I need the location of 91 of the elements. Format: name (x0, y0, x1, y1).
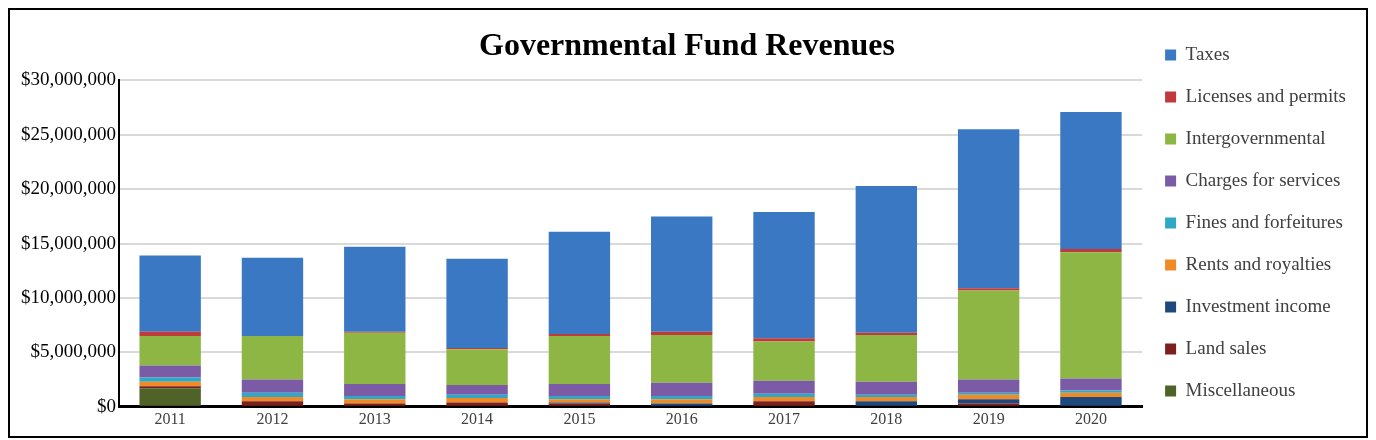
bar (446, 398, 508, 403)
legend-label: Miscellaneous (1185, 378, 1296, 400)
bar (344, 399, 406, 404)
bar (446, 402, 508, 406)
bar (139, 377, 201, 382)
x-tick-label: 2018 (870, 409, 903, 427)
x-tick-label: 2015 (563, 409, 596, 427)
x-tick-label: 2016 (665, 409, 698, 427)
legend-label: Intergovernmental (1185, 126, 1326, 148)
y-tick-label: $25,000,000 (21, 122, 116, 144)
bar (855, 332, 918, 335)
legend-label: Investment income (1185, 294, 1331, 316)
bar (1060, 111, 1122, 250)
bar (855, 401, 918, 406)
bar (241, 392, 304, 398)
x-tick-label: 2020 (1074, 409, 1107, 427)
bar (651, 216, 713, 332)
chart-title: Governmental Fund Revenues (479, 26, 895, 63)
bar (957, 129, 1020, 289)
bar (139, 365, 201, 378)
bar (241, 379, 304, 393)
bar (139, 381, 201, 387)
bar (446, 385, 508, 395)
bar (344, 395, 406, 400)
bar (241, 397, 304, 402)
bar (1060, 252, 1122, 379)
bar (855, 394, 918, 398)
x-tick-label: 2011 (154, 409, 186, 427)
legend-label: Fines and forfeitures (1185, 210, 1343, 232)
legend-label: Licenses and permits (1185, 84, 1347, 106)
y-tick-label: $30,000,000 (21, 68, 116, 90)
bar (753, 212, 815, 339)
y-tick-label: $10,000,000 (21, 285, 116, 307)
bar (957, 394, 1020, 400)
bar (753, 341, 815, 381)
bar (855, 185, 918, 333)
bar (855, 334, 918, 382)
bar (1060, 249, 1122, 253)
bar (446, 394, 508, 399)
bar (548, 395, 611, 400)
bar (651, 382, 713, 396)
bar (241, 401, 304, 406)
bar (548, 231, 611, 334)
x-tick-label: 2013 (358, 409, 391, 427)
bar (957, 399, 1020, 404)
bar (855, 397, 918, 402)
bar (344, 246, 406, 332)
bar (548, 383, 611, 396)
legend-label: Land sales (1185, 336, 1267, 358)
bar (139, 388, 201, 406)
bar (1060, 397, 1122, 406)
bar (753, 380, 815, 394)
bar (1060, 390, 1122, 393)
bar (651, 334, 713, 383)
legend-label: Taxes (1185, 42, 1230, 64)
bar (1060, 378, 1122, 391)
bar (344, 383, 406, 396)
bar (957, 392, 1020, 395)
bar (548, 336, 611, 384)
bar (753, 401, 815, 406)
bar (446, 349, 508, 386)
bar (344, 332, 406, 384)
bar (957, 379, 1020, 393)
bar (139, 336, 201, 366)
y-tick-label: $20,000,000 (21, 177, 116, 199)
x-tick-label: 2019 (972, 409, 1005, 427)
legend-label: Charges for services (1185, 168, 1341, 190)
legend-label: Rents and royalties (1185, 252, 1332, 274)
bar (139, 331, 201, 337)
x-tick-label: 2012 (256, 409, 289, 427)
bar (957, 288, 1020, 291)
y-tick-label: $15,000,000 (21, 231, 116, 253)
y-tick-label: $5,000,000 (30, 340, 116, 362)
bar (241, 257, 304, 337)
bar (651, 395, 713, 400)
bar (139, 386, 201, 389)
bar (446, 258, 508, 349)
bar (1060, 392, 1122, 398)
bar (753, 397, 815, 402)
bar (957, 290, 1020, 380)
bar (753, 393, 815, 398)
x-tick-label: 2017 (768, 409, 801, 427)
bar (651, 331, 713, 335)
y-tick-label: $0 (97, 394, 116, 416)
bar (139, 255, 201, 332)
bar (241, 336, 304, 380)
bar (753, 338, 815, 342)
bar (855, 381, 918, 395)
bar (651, 399, 713, 404)
x-tick-label: 2014 (461, 409, 494, 427)
bar (548, 333, 611, 337)
